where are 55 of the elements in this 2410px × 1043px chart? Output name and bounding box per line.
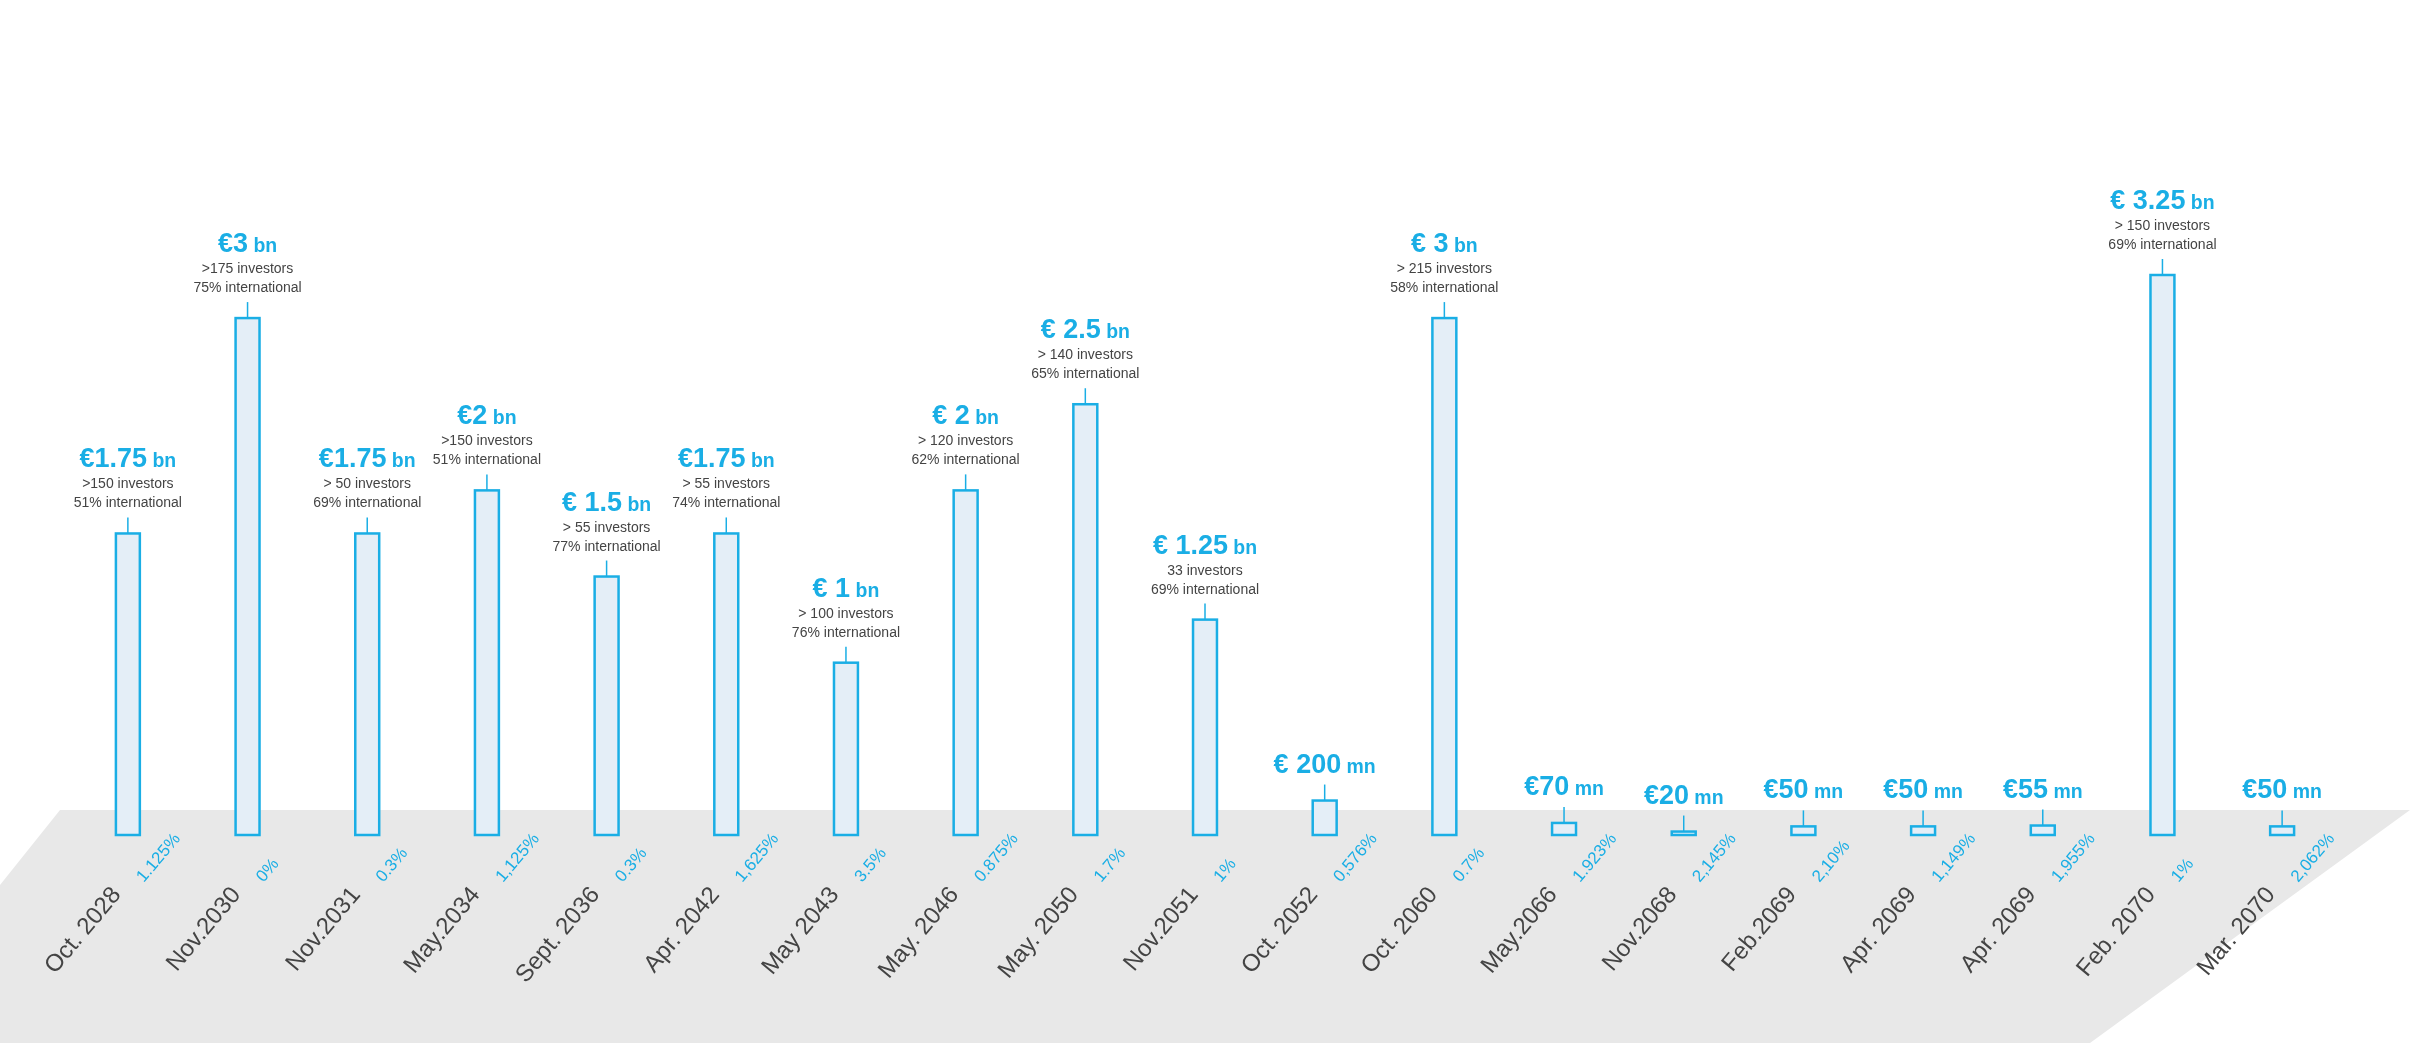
annotation: €50 mn (1763, 774, 1844, 805)
bar (1191, 618, 1219, 837)
data-label: € 3.25 bn (2110, 185, 2215, 215)
bar (593, 575, 620, 837)
annotation: €20 mn (1643, 779, 1724, 810)
annotation: 58% international (1390, 279, 1499, 296)
annotation: > 100 investors (798, 604, 894, 621)
annotation: 0% (252, 854, 283, 886)
annotation: 75% international (193, 279, 302, 296)
annotation: 62% international (911, 451, 1020, 468)
annotation: 77% international (552, 537, 661, 554)
bar (2149, 273, 2176, 837)
data-label: €3 bn (217, 228, 278, 259)
bar (354, 532, 381, 837)
data-label: € 2.5 bn (1040, 314, 1130, 345)
data-label: €1.75 bn (79, 443, 177, 474)
annotation: 1% (2166, 854, 2198, 886)
annotation: €50 mn (2242, 774, 2322, 805)
data-label: € 1.5 bn (561, 486, 652, 517)
text: 69% international (2108, 236, 2217, 252)
text: > 150 investors (2114, 217, 2211, 233)
annotation: 51% international (73, 494, 182, 511)
annotation: > 55 investors (682, 475, 771, 492)
bar (1072, 402, 1099, 837)
data-label: €2 bn (457, 400, 517, 431)
annotation: >150 investors (441, 432, 533, 449)
data-label: € 1 bn (812, 572, 880, 603)
annotation: 65% international (1031, 365, 1140, 382)
bar (1431, 316, 1458, 837)
bar (1790, 825, 1817, 837)
annotation: > 140 investors (1037, 346, 1133, 363)
annotation: 74% international (672, 494, 781, 511)
annotation: 69% international (1150, 580, 1260, 597)
annotation: 33 investors (1167, 561, 1243, 578)
annotation: 1% (1209, 854, 1240, 886)
annotation: > 55 investors (562, 518, 651, 535)
data-label: € 3 bn (1411, 228, 1478, 259)
annotation: >150 investors (82, 475, 174, 492)
data-label: €1.75 bn (677, 443, 775, 474)
data-label: € 2 bn (932, 400, 999, 431)
annotation: €50 mn (1883, 774, 1963, 805)
annotation: > 215 investors (1396, 260, 1493, 277)
annotation: > 50 investors (323, 475, 412, 492)
annotation: €55 mn (2002, 773, 2083, 804)
annotation: > 120 investors (917, 432, 1014, 449)
bar (832, 661, 860, 837)
annotation: 51% international (432, 451, 542, 468)
annotation: 76% international (791, 623, 901, 640)
annotation: € 200 mn (1273, 748, 1376, 779)
bar (234, 316, 261, 837)
annotation: 69% international (313, 494, 422, 511)
annotation: >175 investors (201, 260, 294, 277)
data-label: €1.75 bn (318, 443, 416, 474)
data-label: € 1.25 bn (1152, 529, 1258, 560)
annotation: €70 mn (1524, 770, 1604, 801)
